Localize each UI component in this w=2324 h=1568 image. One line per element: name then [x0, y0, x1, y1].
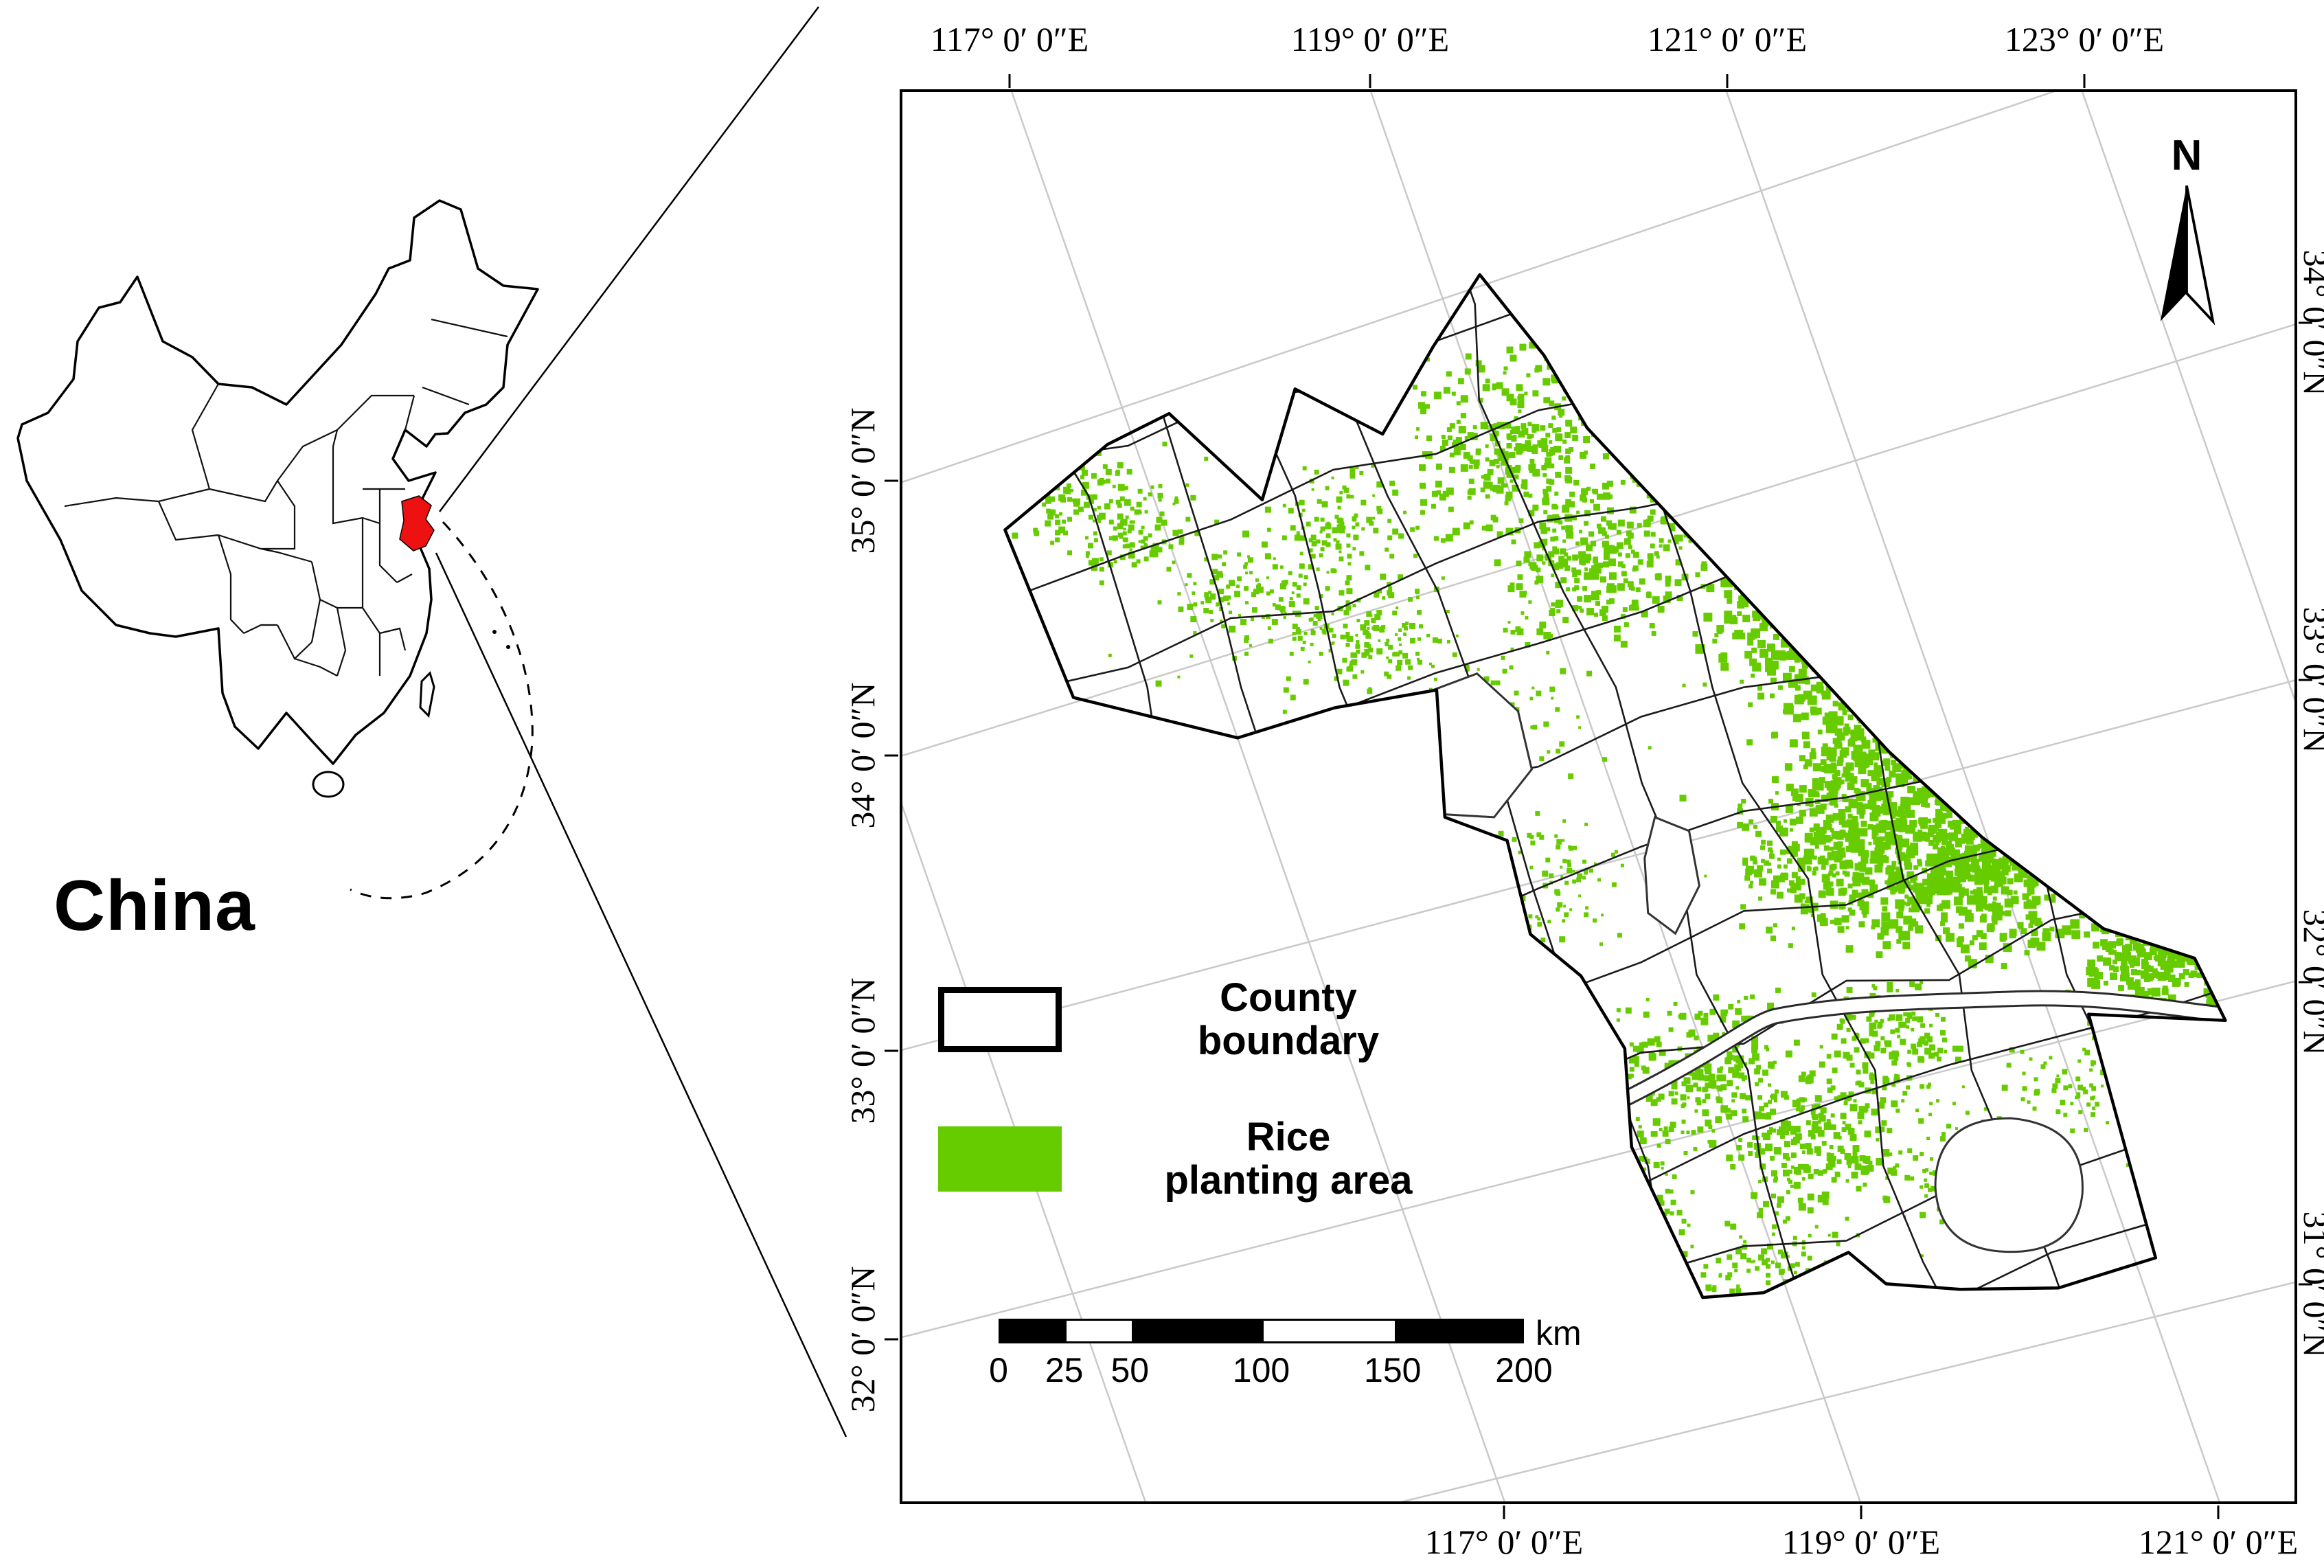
county-boundary-label: County boundary — [1197, 975, 1380, 1063]
scale-bar-tick-label: 200 — [1495, 1351, 1553, 1389]
axis-label-lat-right-31: 31° 0′ 0″N — [2297, 1211, 2324, 1358]
hainan-island — [312, 771, 345, 798]
scale-bar-tick-label: 25 — [1045, 1351, 1084, 1389]
axis-label-lat-left-35: 35° 0′ 0″N — [843, 407, 882, 554]
gaoyou-lake — [1643, 815, 1700, 935]
county-boundary-swatch — [938, 987, 1062, 1053]
china-map-graphic — [16, 199, 539, 900]
island-dot — [506, 645, 510, 649]
taiwan-island — [419, 671, 435, 718]
rice-area-label: Rice planting area — [1164, 1115, 1413, 1203]
axis-label-lat-left-32: 32° 0′ 0″N — [843, 1266, 882, 1413]
axis-label-lon-bottom-117: 117° 0′ 0″E — [1424, 1523, 1584, 1561]
axis-label-lat-right-33: 33° 0′ 0″N — [2297, 606, 2324, 753]
scale-bar-segment — [1263, 1321, 1395, 1341]
scale-bar-segment — [1066, 1321, 1132, 1341]
axis-label-lon-top-119: 119° 0′ 0″E — [1290, 20, 1450, 58]
main-map: N County boundary Rice planting area km … — [900, 89, 2297, 1504]
scale-bar-tick-label: 0 — [989, 1351, 1008, 1389]
scale-bar-segment — [1001, 1321, 1067, 1341]
scale-bar-segment — [1394, 1321, 1522, 1341]
scale-bar-tick-label: 100 — [1232, 1351, 1290, 1389]
axis-label-lat-right-34: 34° 0′ 0″N — [2297, 249, 2324, 396]
north-arrow-label: N — [2171, 132, 2202, 179]
china-inset-map: China — [14, 192, 618, 946]
legend-item-county-boundary: County boundary — [938, 975, 1481, 1063]
legend-item-rice-area: Rice planting area — [938, 1115, 1481, 1203]
axis-label-lat-right-32: 32° 0′ 0″N — [2297, 909, 2324, 1056]
rice-area-swatch — [938, 1126, 1062, 1192]
scale-bar: km 0 25 50 100 150 200 — [989, 1314, 1582, 1391]
taihu-lake — [1934, 1117, 2084, 1253]
scale-bar-segment — [1132, 1321, 1264, 1341]
axis-label-lat-left-33: 33° 0′ 0″N — [843, 977, 882, 1124]
study-area-highlight — [399, 495, 435, 552]
axis-label-lon-top-121: 121° 0′ 0″E — [1647, 20, 1808, 58]
axis-label-lon-bottom-119: 119° 0′ 0″E — [1781, 1523, 1941, 1561]
scale-bar-unit: km — [1536, 1314, 1582, 1352]
province-map — [902, 92, 2294, 1501]
north-arrow-icon — [2160, 185, 2215, 326]
yangtze-river — [1610, 990, 2226, 1112]
north-arrow: N — [2139, 135, 2235, 326]
scale-bar-tick-label: 50 — [1110, 1351, 1150, 1389]
china-label: China — [54, 866, 255, 946]
province-outline — [1003, 273, 2227, 1299]
scale-bar-tick-label: 150 — [1364, 1351, 1422, 1389]
legend: County boundary Rice planting area — [938, 975, 1481, 1203]
axis-label-lon-top-123: 123° 0′ 0″E — [2004, 20, 2165, 58]
axis-label-lon-top-117: 117° 0′ 0″E — [930, 20, 1089, 58]
axis-label-lat-left-34: 34° 0′ 0″N — [843, 682, 882, 829]
island-dot — [492, 630, 497, 634]
axis-label-lon-bottom-121: 121° 0′ 0″E — [2138, 1523, 2299, 1561]
scale-bar-labels: 0 25 50 100 150 200 — [989, 1350, 1553, 1391]
scale-bar-track — [999, 1319, 1524, 1343]
